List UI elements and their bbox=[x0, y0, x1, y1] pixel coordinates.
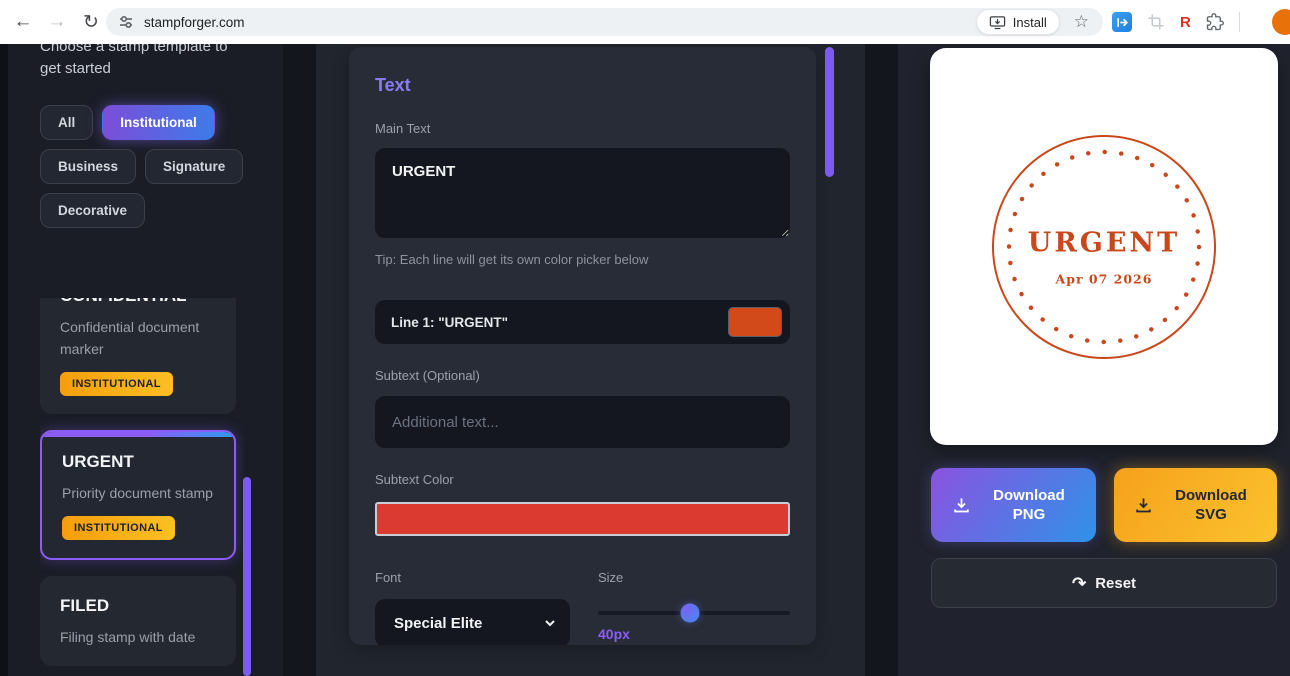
r-extension-icon[interactable]: R bbox=[1180, 13, 1191, 31]
template-description: Priority document stamp bbox=[62, 485, 213, 501]
selected-accent-bar bbox=[42, 432, 234, 437]
extensions-row: R bbox=[1112, 0, 1240, 44]
screenshot-extension-icon[interactable] bbox=[1147, 13, 1165, 31]
preview-panel: URGENT Apr 07 2026 Download PNG D bbox=[898, 44, 1290, 676]
app-content: Choose a stamp template to get started A… bbox=[0, 44, 1290, 676]
install-icon bbox=[989, 15, 1006, 29]
section-title: Text bbox=[375, 75, 411, 95]
back-icon[interactable]: ← bbox=[13, 11, 33, 32]
font-size-row: Font Special Elite Size 40 bbox=[375, 570, 790, 645]
filter-business[interactable]: Business bbox=[40, 149, 137, 184]
template-description: Filing stamp with date bbox=[60, 629, 196, 645]
stamp-date-text: Apr 07 2026 bbox=[1055, 271, 1153, 287]
stamp-preview-card: URGENT Apr 07 2026 bbox=[930, 48, 1278, 445]
template-badge: INSTITUTIONAL bbox=[62, 516, 175, 540]
blue-arrow-extension-icon[interactable] bbox=[1112, 12, 1132, 32]
text-settings-card: Text Main Text URGENT Tip: Each line wil… bbox=[349, 47, 816, 645]
sidebar-scrollbar[interactable] bbox=[243, 477, 251, 676]
line1-color-picker[interactable] bbox=[728, 307, 782, 337]
toolbar-divider bbox=[1238, 12, 1240, 32]
template-card-confidential[interactable]: CONFIDENTIAL Confidential document marke… bbox=[40, 298, 236, 414]
filter-signature[interactable]: Signature bbox=[145, 149, 244, 184]
download-svg-label: Download SVG bbox=[1175, 487, 1247, 523]
reset-label: Reset bbox=[1095, 574, 1137, 592]
download-svg-button[interactable]: Download SVG bbox=[1114, 468, 1277, 542]
reset-button[interactable]: ↷ Reset bbox=[931, 558, 1277, 608]
stamp-dotted-ring bbox=[1006, 149, 1202, 345]
size-slider[interactable] bbox=[598, 603, 790, 623]
tip-text: Tip: Each line will get its own color pi… bbox=[375, 252, 649, 267]
download-png-label: Download PNG bbox=[993, 487, 1065, 523]
main-text-label: Main Text bbox=[375, 121, 431, 136]
sidebar-heading: Choose a stamp template to get started bbox=[40, 44, 228, 77]
stamp-preview: URGENT Apr 07 2026 bbox=[992, 135, 1216, 359]
subtext-color-picker[interactable] bbox=[375, 502, 790, 536]
filter-all[interactable]: All bbox=[40, 105, 94, 140]
font-select[interactable]: Special Elite bbox=[375, 599, 570, 645]
download-icon bbox=[1136, 497, 1151, 512]
template-title: CONFIDENTIAL bbox=[60, 298, 216, 308]
line1-label: Line 1: "URGENT" bbox=[391, 314, 509, 330]
stamp-main-text: URGENT bbox=[1027, 227, 1181, 259]
size-value: 40px bbox=[598, 626, 630, 642]
font-label: Font bbox=[375, 570, 402, 585]
bookmark-star-icon[interactable]: ☆ bbox=[1073, 12, 1089, 31]
filter-decorative[interactable]: Decorative bbox=[40, 193, 146, 228]
template-badge: INSTITUTIONAL bbox=[60, 372, 173, 396]
subtext-label: Subtext (Optional) bbox=[375, 368, 480, 383]
url-text[interactable]: stampforger.com bbox=[144, 14, 245, 30]
install-label: Install bbox=[1012, 14, 1047, 30]
size-slider-thumb[interactable] bbox=[680, 603, 700, 623]
site-settings-icon[interactable] bbox=[118, 14, 134, 30]
template-card-urgent[interactable]: URGENT Priority document stamp INSTITUTI… bbox=[40, 430, 236, 560]
forward-icon: → bbox=[47, 11, 67, 32]
stamp-outer-ring bbox=[992, 135, 1216, 359]
extensions-puzzle-icon[interactable] bbox=[1206, 13, 1224, 31]
reset-icon: ↷ bbox=[1071, 573, 1087, 593]
template-description: Confidential document marker bbox=[60, 319, 200, 357]
download-icon bbox=[954, 497, 969, 512]
chevron-down-icon bbox=[545, 620, 555, 627]
filter-institutional[interactable]: Institutional bbox=[102, 105, 215, 140]
template-card-filed[interactable]: FILED Filing stamp with date bbox=[40, 576, 236, 666]
font-select-value: Special Elite bbox=[394, 614, 483, 632]
line1-color-row: Line 1: "URGENT" bbox=[375, 300, 790, 344]
install-button[interactable]: Install bbox=[975, 9, 1060, 35]
address-bar[interactable]: stampforger.com Install ☆ bbox=[106, 8, 1103, 36]
main-text-input[interactable]: URGENT bbox=[375, 148, 790, 238]
profile-avatar[interactable] bbox=[1272, 9, 1290, 35]
template-title: URGENT bbox=[62, 452, 134, 471]
template-list: CONFIDENTIAL Confidential document marke… bbox=[40, 298, 244, 676]
download-png-button[interactable]: Download PNG bbox=[931, 468, 1096, 542]
editor-panel: Text Main Text URGENT Tip: Each line wil… bbox=[316, 44, 865, 676]
size-label: Size bbox=[598, 570, 624, 585]
subtext-input[interactable] bbox=[375, 396, 790, 448]
reload-icon[interactable]: ↻ bbox=[83, 11, 99, 33]
left-edge bbox=[0, 44, 8, 676]
browser-toolbar: ← → ↻ stampforger.com Install ☆ bbox=[0, 0, 1290, 44]
filter-buttons: All Institutional Business Signature Dec… bbox=[40, 105, 255, 228]
template-sidebar: Choose a stamp template to get started A… bbox=[8, 44, 283, 676]
editor-scrollbar[interactable] bbox=[825, 47, 834, 177]
template-title: FILED bbox=[60, 596, 110, 615]
subtext-color-label: Subtext Color bbox=[375, 472, 454, 487]
